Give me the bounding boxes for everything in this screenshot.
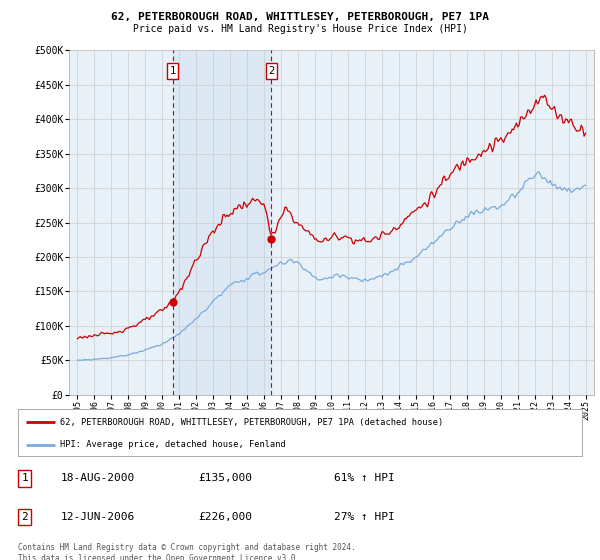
Text: HPI: Average price, detached house, Fenland: HPI: Average price, detached house, Fenl… <box>60 440 286 449</box>
Text: £226,000: £226,000 <box>199 512 253 522</box>
Text: 27% ↑ HPI: 27% ↑ HPI <box>334 512 395 522</box>
Text: Contains HM Land Registry data © Crown copyright and database right 2024.
This d: Contains HM Land Registry data © Crown c… <box>18 543 356 560</box>
Text: Price paid vs. HM Land Registry's House Price Index (HPI): Price paid vs. HM Land Registry's House … <box>133 24 467 34</box>
Text: 18-AUG-2000: 18-AUG-2000 <box>60 473 134 483</box>
Text: 61% ↑ HPI: 61% ↑ HPI <box>334 473 395 483</box>
Text: 2: 2 <box>268 66 275 76</box>
Text: 12-JUN-2006: 12-JUN-2006 <box>60 512 134 522</box>
Bar <box>173 50 271 395</box>
Text: 2: 2 <box>22 512 28 522</box>
Text: 1: 1 <box>170 66 176 76</box>
Text: 62, PETERBOROUGH ROAD, WHITTLESEY, PETERBOROUGH, PE7 1PA: 62, PETERBOROUGH ROAD, WHITTLESEY, PETER… <box>111 12 489 22</box>
Text: 62, PETERBOROUGH ROAD, WHITTLESEY, PETERBOROUGH, PE7 1PA (detached house): 62, PETERBOROUGH ROAD, WHITTLESEY, PETER… <box>60 418 443 427</box>
Text: 1: 1 <box>22 473 28 483</box>
Text: £135,000: £135,000 <box>199 473 253 483</box>
